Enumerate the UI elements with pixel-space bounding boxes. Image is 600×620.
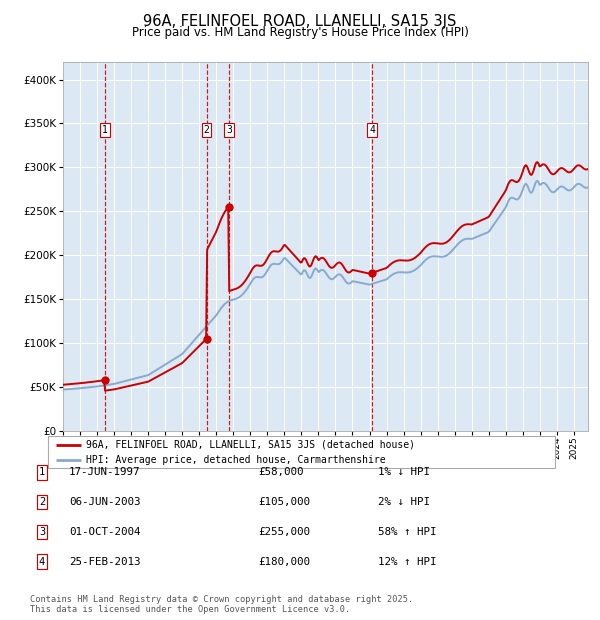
Text: HPI: Average price, detached house, Carmarthenshire: HPI: Average price, detached house, Carm… xyxy=(86,455,386,465)
Text: 01-OCT-2004: 01-OCT-2004 xyxy=(69,527,140,537)
Text: 4: 4 xyxy=(39,557,45,567)
Text: 25-FEB-2013: 25-FEB-2013 xyxy=(69,557,140,567)
Text: 58% ↑ HPI: 58% ↑ HPI xyxy=(378,527,437,537)
Text: 12% ↑ HPI: 12% ↑ HPI xyxy=(378,557,437,567)
Text: 4: 4 xyxy=(369,125,375,135)
Text: 1: 1 xyxy=(39,467,45,477)
Text: 17-JUN-1997: 17-JUN-1997 xyxy=(69,467,140,477)
Text: £255,000: £255,000 xyxy=(258,527,310,537)
Text: 1% ↓ HPI: 1% ↓ HPI xyxy=(378,467,430,477)
Text: £105,000: £105,000 xyxy=(258,497,310,507)
Text: £58,000: £58,000 xyxy=(258,467,304,477)
Text: Contains HM Land Registry data © Crown copyright and database right 2025.
This d: Contains HM Land Registry data © Crown c… xyxy=(30,595,413,614)
Text: 2: 2 xyxy=(203,125,209,135)
Text: 3: 3 xyxy=(39,527,45,537)
Text: 96A, FELINFOEL ROAD, LLANELLI, SA15 3JS (detached house): 96A, FELINFOEL ROAD, LLANELLI, SA15 3JS … xyxy=(86,440,415,450)
Text: 96A, FELINFOEL ROAD, LLANELLI, SA15 3JS: 96A, FELINFOEL ROAD, LLANELLI, SA15 3JS xyxy=(143,14,457,29)
Text: 2: 2 xyxy=(39,497,45,507)
Text: 3: 3 xyxy=(226,125,232,135)
Text: 2% ↓ HPI: 2% ↓ HPI xyxy=(378,497,430,507)
Text: 1: 1 xyxy=(102,125,108,135)
Text: Price paid vs. HM Land Registry's House Price Index (HPI): Price paid vs. HM Land Registry's House … xyxy=(131,26,469,39)
Text: 06-JUN-2003: 06-JUN-2003 xyxy=(69,497,140,507)
FancyBboxPatch shape xyxy=(48,436,555,468)
Text: £180,000: £180,000 xyxy=(258,557,310,567)
